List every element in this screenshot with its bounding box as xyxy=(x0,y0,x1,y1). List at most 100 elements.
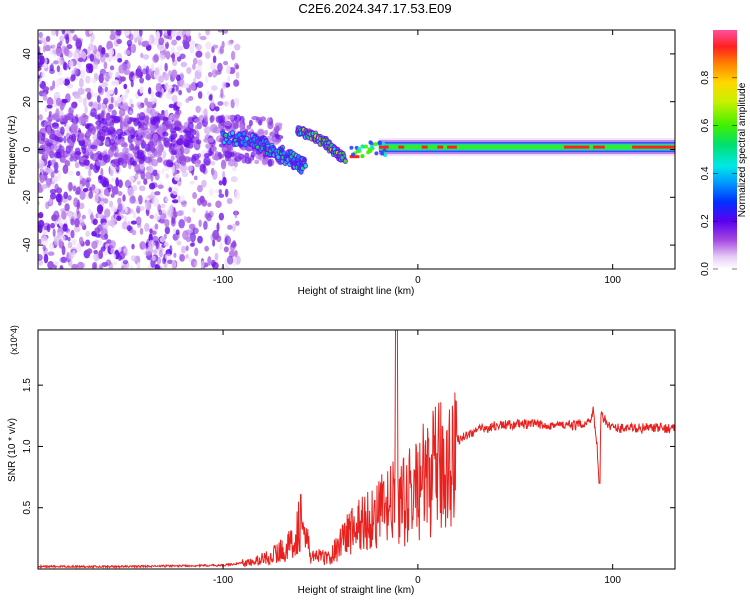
spectrogram-cell xyxy=(233,114,242,123)
carrier-peak xyxy=(593,145,605,149)
spectrogram-y-label: Frequency (Hz) xyxy=(7,116,18,185)
spectrogram-cell xyxy=(215,115,224,124)
spectrogram-cell xyxy=(114,87,118,96)
spectrogram-cell xyxy=(175,85,179,92)
spectrogram-cell xyxy=(138,30,143,38)
spectrogram-cell xyxy=(59,35,65,43)
spectrogram-cell xyxy=(224,235,232,246)
spectrogram-cell xyxy=(204,126,211,135)
spectrogram-cell xyxy=(89,53,95,62)
spectrogram-cell xyxy=(168,70,172,77)
spectrogram-cell xyxy=(148,36,152,46)
spectrogram-cell xyxy=(38,131,43,140)
spectrogram-cell xyxy=(245,136,249,141)
spectrogram-cell xyxy=(147,194,154,200)
spectrogram-cell xyxy=(163,242,169,247)
spectrogram-x-tick-label: -100 xyxy=(213,275,233,286)
spectrogram-cell xyxy=(74,190,80,195)
spectrogram-cell xyxy=(43,57,48,65)
spectrogram-cell xyxy=(79,190,86,200)
spectrogram-cell xyxy=(139,227,144,235)
spectrogram-cell xyxy=(38,211,44,219)
spectrogram-cell xyxy=(222,81,227,90)
spectrogram-cell xyxy=(117,57,123,63)
spectrogram-cell xyxy=(160,203,166,209)
spectrogram-cell xyxy=(186,165,194,172)
spectrogram-cell xyxy=(218,212,225,221)
spectrogram-cell xyxy=(79,174,83,181)
spectrogram-cell xyxy=(275,134,284,140)
spectrogram-cell xyxy=(176,139,184,146)
spectrogram-cell xyxy=(168,187,172,193)
spectrogram-cell xyxy=(49,150,55,159)
spectrogram-cell xyxy=(107,95,112,105)
spectrogram-cell xyxy=(110,247,115,255)
spectrogram-cell xyxy=(136,149,144,156)
spectrogram-cell xyxy=(163,73,170,81)
spectrogram-cell xyxy=(108,69,114,77)
spectrogram-cell xyxy=(153,139,158,147)
spectrogram-cell xyxy=(59,103,65,110)
spectrogram-cell xyxy=(226,75,231,82)
spectrogram-cell xyxy=(171,164,175,174)
spectrogram-cell xyxy=(212,44,219,49)
spectrogram-cell xyxy=(157,257,161,267)
spectrogram-cell xyxy=(132,30,140,39)
spectrogram-cell xyxy=(237,120,244,129)
spectrogram-cell xyxy=(149,108,156,117)
spectrogram-cell xyxy=(98,135,105,142)
spectrogram-cell xyxy=(231,223,236,232)
spectrogram-cell xyxy=(45,201,50,210)
spectrogram-cell xyxy=(351,152,356,157)
spectrogram-cell xyxy=(193,118,200,123)
spectrogram-cell xyxy=(116,215,122,221)
spectrogram-cell xyxy=(130,103,134,109)
spectrogram-cell xyxy=(194,160,201,168)
spectrogram-cell xyxy=(111,55,119,61)
spectrogram-cell xyxy=(53,210,60,220)
spectrogram-cell xyxy=(142,54,150,60)
spectrogram-cell xyxy=(218,189,222,195)
spectrogram-cell xyxy=(235,71,240,79)
spectrogram-cell xyxy=(218,121,226,130)
spectrogram-cell xyxy=(152,116,160,123)
spectrogram-cell xyxy=(194,247,199,257)
spectrogram-cell xyxy=(101,47,106,56)
spectrogram-cell xyxy=(46,97,54,106)
carrier-band xyxy=(378,144,675,150)
spectrogram-cell xyxy=(130,255,137,262)
snr-y-multiplier: (x10^4) xyxy=(9,325,19,355)
spectrogram-cell xyxy=(92,218,98,226)
spectrogram-cell xyxy=(140,123,148,131)
spectrogram-cell xyxy=(103,72,110,82)
spectrogram-cell xyxy=(194,125,200,130)
spectrogram-cell xyxy=(143,40,150,47)
spectrogram-cell xyxy=(227,140,231,145)
spectrogram-cell xyxy=(85,230,91,237)
spectrogram-cell xyxy=(75,171,81,177)
spectrogram-cell xyxy=(232,256,238,267)
spectrogram-cell xyxy=(158,37,165,46)
spectrogram-cell xyxy=(71,101,78,109)
spectrogram-cell xyxy=(90,214,95,221)
spectrogram-cell xyxy=(128,33,134,41)
colorbar-gradient xyxy=(713,30,737,269)
colorbar-label: Normalized spectral amplitude xyxy=(737,82,748,217)
spectrogram-cell xyxy=(61,76,66,86)
spectrogram-cell xyxy=(227,255,234,265)
spectrogram-cell xyxy=(43,253,49,264)
spectrogram-cell xyxy=(58,56,65,66)
spectrogram-cell xyxy=(381,141,386,146)
spectrogram-cell xyxy=(225,64,231,75)
spectrogram-cell xyxy=(197,91,203,99)
spectrogram-cell xyxy=(141,68,148,75)
spectrogram-cell xyxy=(123,69,131,76)
spectrogram-cell xyxy=(108,103,114,110)
spectrogram-heatmap xyxy=(38,30,675,269)
spectrogram-cell xyxy=(121,159,128,168)
spectrogram-cell xyxy=(118,138,126,146)
spectrogram-cell xyxy=(57,170,62,180)
spectrogram-cell xyxy=(94,114,101,120)
spectrogram-cell xyxy=(54,261,59,266)
spectrogram-cell xyxy=(180,245,186,254)
